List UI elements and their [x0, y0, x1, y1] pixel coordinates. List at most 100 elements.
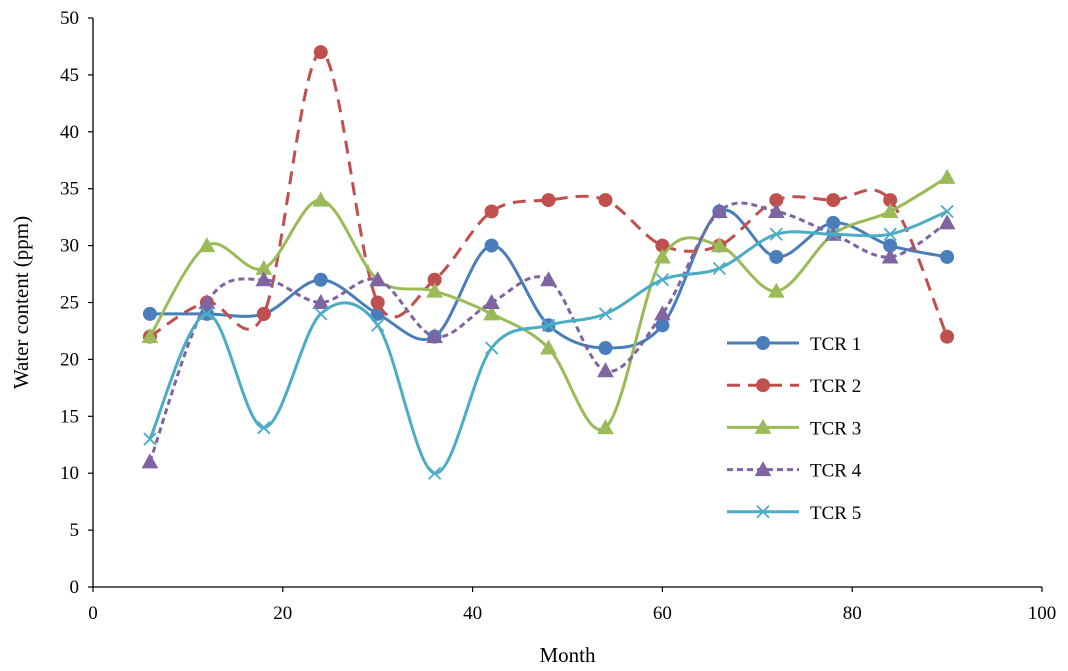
data-point — [883, 227, 897, 241]
y-tick-label: 10 — [60, 463, 79, 484]
data-point — [540, 271, 557, 287]
data-point — [769, 249, 784, 264]
data-point — [141, 328, 159, 344]
legend-item-tcr-2: TCR 2 — [727, 376, 861, 397]
data-point — [598, 307, 613, 321]
x-tick-label: 20 — [273, 603, 292, 624]
y-tick-label: 0 — [70, 577, 80, 598]
data-point — [597, 362, 614, 378]
data-point — [484, 341, 499, 355]
y-tick-label: 15 — [60, 406, 79, 427]
data-point — [312, 191, 330, 207]
data-point — [426, 328, 443, 344]
data-point — [710, 202, 728, 218]
data-point — [198, 293, 216, 309]
y-axis-title: Water content (ppm) — [9, 216, 33, 389]
data-point — [483, 293, 500, 309]
series-tcr-2 — [142, 45, 955, 344]
y-tick-label: 20 — [60, 349, 79, 370]
data-point — [769, 227, 783, 241]
data-point — [940, 249, 955, 264]
data-point — [369, 271, 387, 287]
data-point — [312, 293, 330, 309]
data-point — [200, 307, 214, 321]
data-point — [484, 238, 499, 253]
data-point — [826, 227, 840, 241]
data-point — [198, 237, 216, 253]
data-point — [540, 339, 557, 355]
data-point — [484, 204, 499, 219]
data-point — [881, 202, 899, 218]
data-point — [142, 306, 157, 321]
data-point — [654, 305, 671, 321]
legend-label: TCR 1 — [810, 334, 861, 355]
y-tick-label: 50 — [60, 8, 79, 29]
series-tcr-3 — [141, 168, 956, 435]
data-point — [141, 453, 159, 469]
x-tick-label: 0 — [88, 603, 98, 624]
data-point — [541, 193, 556, 208]
data-point — [655, 318, 670, 333]
data-point — [426, 282, 443, 298]
data-point — [541, 318, 556, 332]
data-point — [654, 248, 671, 264]
legend-marker — [754, 461, 772, 477]
data-point — [655, 273, 670, 287]
data-point — [255, 271, 273, 287]
y-tick-label: 40 — [60, 122, 79, 143]
legend-label: TCR 5 — [810, 503, 861, 524]
series-tcr-4 — [141, 201, 956, 469]
data-point — [483, 305, 500, 321]
legend-item-tcr-4: TCR 4 — [727, 461, 862, 482]
data-point — [767, 282, 785, 298]
x-tick-label: 60 — [653, 603, 672, 624]
data-point — [313, 45, 328, 60]
data-point — [370, 295, 385, 310]
legend-marker — [754, 418, 772, 434]
series-tcr-5 — [143, 204, 954, 480]
x-tick-label: 40 — [463, 603, 482, 624]
data-point — [313, 272, 328, 287]
data-point — [767, 202, 785, 218]
data-point — [597, 419, 614, 435]
legend-marker — [756, 505, 770, 519]
data-point — [428, 466, 442, 480]
legend-item-tcr-1: TCR 1 — [727, 334, 861, 355]
y-tick-label: 5 — [70, 520, 80, 541]
data-point — [938, 214, 956, 230]
data-point — [826, 193, 841, 208]
series-layer — [141, 45, 956, 480]
y-tick-label: 35 — [60, 179, 79, 200]
data-point — [940, 204, 954, 219]
data-point — [598, 341, 613, 356]
x-tick-label: 100 — [1028, 603, 1057, 624]
x-axis-title: Month — [539, 643, 596, 667]
x-tick-label: 80 — [843, 603, 862, 624]
series-line — [149, 50, 949, 338]
legend-item-tcr-5: TCR 5 — [727, 503, 861, 524]
y-tick-label: 30 — [60, 236, 79, 257]
data-point — [257, 421, 271, 435]
legend-label: TCR 4 — [810, 461, 862, 482]
y-tick-label: 45 — [60, 65, 79, 86]
legend-item-tcr-3: TCR 3 — [727, 418, 861, 439]
data-point — [143, 432, 157, 446]
data-point — [598, 193, 613, 208]
legend-label: TCR 3 — [810, 418, 861, 439]
data-point — [881, 248, 899, 264]
legend-marker — [756, 336, 770, 350]
data-point — [256, 306, 271, 321]
data-point — [314, 307, 328, 321]
y-tick-label: 25 — [60, 293, 79, 314]
legend-label: TCR 2 — [810, 376, 861, 397]
axes: 0 5 10 15 20 25 30 35 40 45 50 0 20 40 60 80 100 — [60, 8, 1056, 624]
legend-marker — [756, 378, 770, 393]
data-point — [710, 237, 728, 253]
data-point — [938, 168, 956, 184]
data-point — [940, 329, 955, 344]
data-point — [712, 261, 726, 275]
series-line — [148, 210, 948, 475]
data-point — [371, 318, 385, 332]
legend: TCR 1 TCR 2 TCR 3 TCR 4 TCR 5 — [727, 334, 862, 524]
